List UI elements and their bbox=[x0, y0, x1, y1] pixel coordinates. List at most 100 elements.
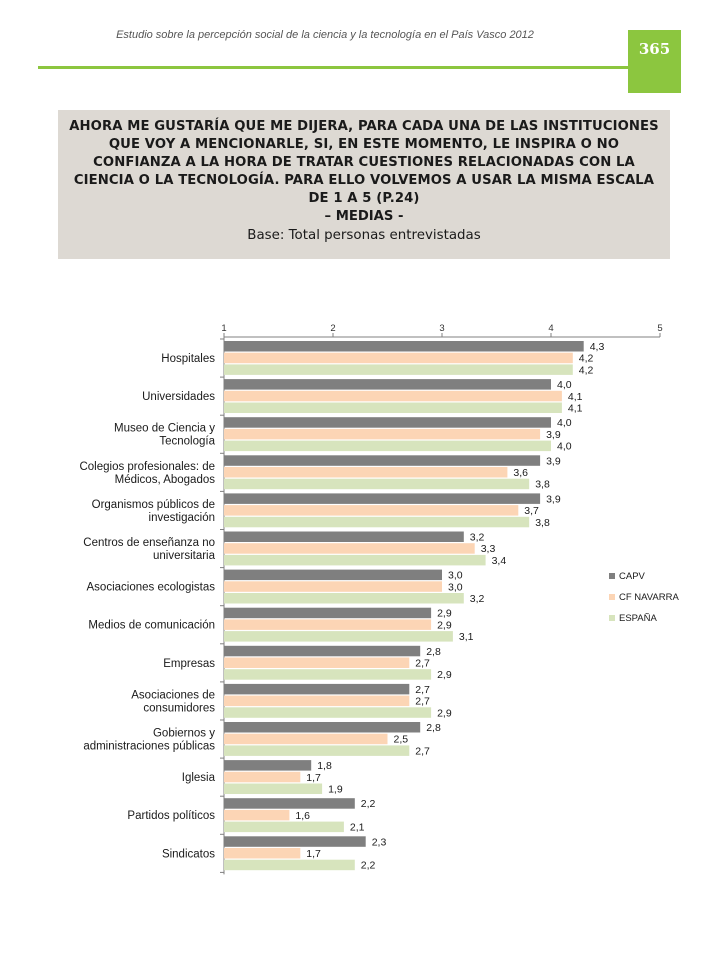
category-label: Universidades bbox=[142, 391, 215, 403]
bar-capv bbox=[224, 683, 410, 695]
data-label: 3,9 bbox=[546, 429, 561, 441]
bar-chart: 1 2 3 4 5Hospitales4,34,24,2Universidades4,0… bbox=[79, 323, 679, 875]
data-label: 3,4 bbox=[492, 555, 507, 567]
bar-capv bbox=[224, 341, 584, 352]
data-label: 4,0 bbox=[557, 379, 572, 391]
category-label: Medios de comunicación bbox=[88, 620, 215, 632]
data-label: 2,9 bbox=[437, 608, 452, 620]
data-label: 2,5 bbox=[394, 734, 409, 746]
bar-cf-navarra bbox=[224, 581, 442, 592]
bar-capv bbox=[224, 798, 355, 809]
data-label: 4,1 bbox=[568, 391, 583, 403]
data-label: 2,7 bbox=[415, 696, 430, 708]
category-label: Museo de Ciencia y bbox=[114, 423, 215, 435]
bar-cf-navarra bbox=[224, 505, 519, 516]
header-divider bbox=[38, 66, 630, 69]
data-label: 2,2 bbox=[361, 860, 376, 872]
bar-capv bbox=[224, 836, 366, 847]
bar-españa bbox=[224, 631, 453, 642]
category-label: consumidores bbox=[143, 702, 215, 714]
bar-cf-navarra bbox=[224, 543, 475, 554]
bar-españa bbox=[224, 783, 323, 794]
data-label: 3,0 bbox=[448, 581, 463, 593]
bar-capv bbox=[224, 493, 541, 504]
data-label: 2,9 bbox=[437, 707, 452, 719]
bar-españa bbox=[224, 364, 573, 375]
chart-title-box: AHORA ME GUSTARÍA QUE ME DIJERA, PARA CA… bbox=[58, 110, 670, 259]
bar-españa bbox=[224, 859, 355, 871]
bar-cf-navarra bbox=[224, 733, 388, 745]
running-header: Estudio sobre la percepción social de la… bbox=[116, 29, 534, 41]
data-label: 2,7 bbox=[415, 745, 430, 757]
bar-españa bbox=[224, 554, 486, 566]
bar-cf-navarra bbox=[224, 657, 410, 668]
bar-cf-navarra bbox=[224, 771, 301, 783]
category-label: Empresas bbox=[163, 658, 215, 670]
data-label: 3,2 bbox=[470, 593, 485, 605]
data-label: 1,6 bbox=[295, 810, 310, 822]
category-label: Hospitales bbox=[161, 353, 215, 365]
bar-cf-navarra bbox=[224, 619, 432, 630]
bar-cf-navarra bbox=[224, 848, 301, 859]
bar-españa bbox=[224, 821, 344, 833]
x-tick-label: 2 bbox=[330, 323, 335, 334]
bar-cf-navarra bbox=[224, 352, 573, 364]
x-tick-label: 5 bbox=[657, 323, 662, 334]
data-label: 2,7 bbox=[415, 658, 430, 670]
category-label: Partidos políticos bbox=[127, 810, 215, 822]
data-label: 2,2 bbox=[361, 798, 376, 810]
bar-cf-navarra bbox=[224, 390, 562, 402]
data-label: 3,2 bbox=[470, 532, 485, 544]
data-label: 4,0 bbox=[557, 417, 572, 429]
data-label: 3,8 bbox=[535, 517, 550, 529]
data-label: 4,2 bbox=[579, 364, 594, 376]
category-label: Organismos públicos de bbox=[92, 499, 215, 511]
category-label: Asociaciones de bbox=[131, 689, 215, 701]
category-label: Colegios profesionales: de bbox=[79, 461, 215, 473]
question-text: AHORA ME GUSTARÍA QUE ME DIJERA, PARA CA… bbox=[69, 119, 659, 206]
data-label: 2,9 bbox=[437, 669, 452, 681]
bar-españa bbox=[224, 478, 530, 490]
data-label: 2,3 bbox=[372, 836, 387, 848]
bar-españa bbox=[224, 707, 432, 718]
x-tick-label: 1 bbox=[221, 323, 226, 334]
legend-swatch bbox=[609, 573, 615, 579]
legend-swatch bbox=[609, 615, 615, 621]
category-label: Médicos, Abogados bbox=[115, 474, 216, 486]
bar-capv bbox=[224, 760, 312, 771]
category-label: Iglesia bbox=[182, 772, 216, 784]
category-label: universitaria bbox=[153, 550, 216, 562]
category-label: Tecnología bbox=[159, 436, 215, 448]
data-label: 2,7 bbox=[415, 684, 430, 696]
data-label: 1,8 bbox=[317, 760, 332, 772]
data-label: 3,7 bbox=[524, 505, 539, 517]
category-label: administraciones públicas bbox=[83, 740, 215, 752]
data-label: 2,8 bbox=[426, 722, 441, 734]
data-label: 3,9 bbox=[546, 455, 561, 467]
base-note: Base: Total personas entrevistadas bbox=[247, 228, 481, 243]
category-label: Asociaciones ecologistas bbox=[87, 582, 216, 594]
data-label: 3,6 bbox=[513, 467, 528, 479]
category-label: Sindicatos bbox=[162, 848, 215, 860]
data-label: 3,8 bbox=[535, 479, 550, 491]
legend-swatch bbox=[609, 594, 615, 600]
x-tick-label: 3 bbox=[439, 323, 444, 334]
data-label: 3,1 bbox=[459, 631, 474, 643]
data-label: 1,7 bbox=[306, 848, 321, 860]
data-label: 4,3 bbox=[590, 341, 605, 353]
category-label: Gobiernos y bbox=[153, 727, 215, 739]
bar-cf-navarra bbox=[224, 809, 290, 821]
data-label: 3,3 bbox=[481, 543, 496, 555]
bar-cf-navarra bbox=[224, 428, 541, 440]
data-label: 3,0 bbox=[448, 570, 463, 582]
bar-españa bbox=[224, 669, 432, 680]
category-label: investigación bbox=[149, 512, 215, 524]
legend-label: ESPAÑA bbox=[619, 613, 658, 624]
data-label: 1,9 bbox=[328, 784, 343, 796]
bar-capv bbox=[224, 379, 551, 390]
bar-españa bbox=[224, 440, 551, 452]
legend-label: CAPV bbox=[619, 571, 646, 582]
data-label: 4,1 bbox=[568, 403, 583, 415]
data-label: 2,1 bbox=[350, 822, 365, 834]
bar-capv bbox=[224, 455, 541, 466]
